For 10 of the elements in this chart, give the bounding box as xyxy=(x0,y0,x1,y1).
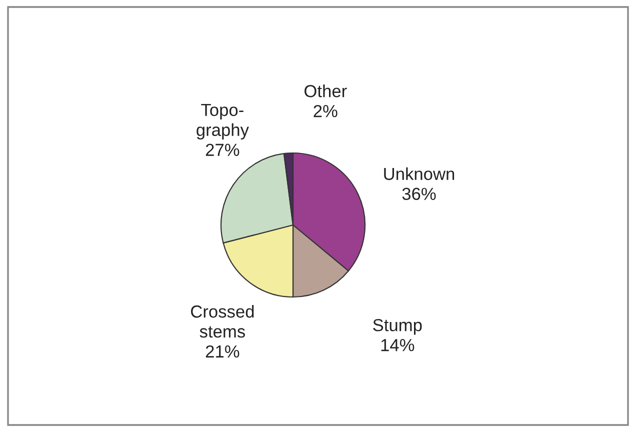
slice-label: Other xyxy=(304,84,347,98)
data-label: 21% xyxy=(206,345,240,358)
slice-label: Topo- graphy xyxy=(196,104,249,140)
slice-label: Unknown xyxy=(384,167,454,180)
data-label: 27% xyxy=(206,144,240,156)
data-label: 2% xyxy=(314,104,338,118)
slice-label: Crossed stems xyxy=(191,304,254,338)
data-label: 36% xyxy=(402,188,436,200)
slice-label: Stump xyxy=(373,318,422,335)
data-label: 14% xyxy=(381,339,414,352)
